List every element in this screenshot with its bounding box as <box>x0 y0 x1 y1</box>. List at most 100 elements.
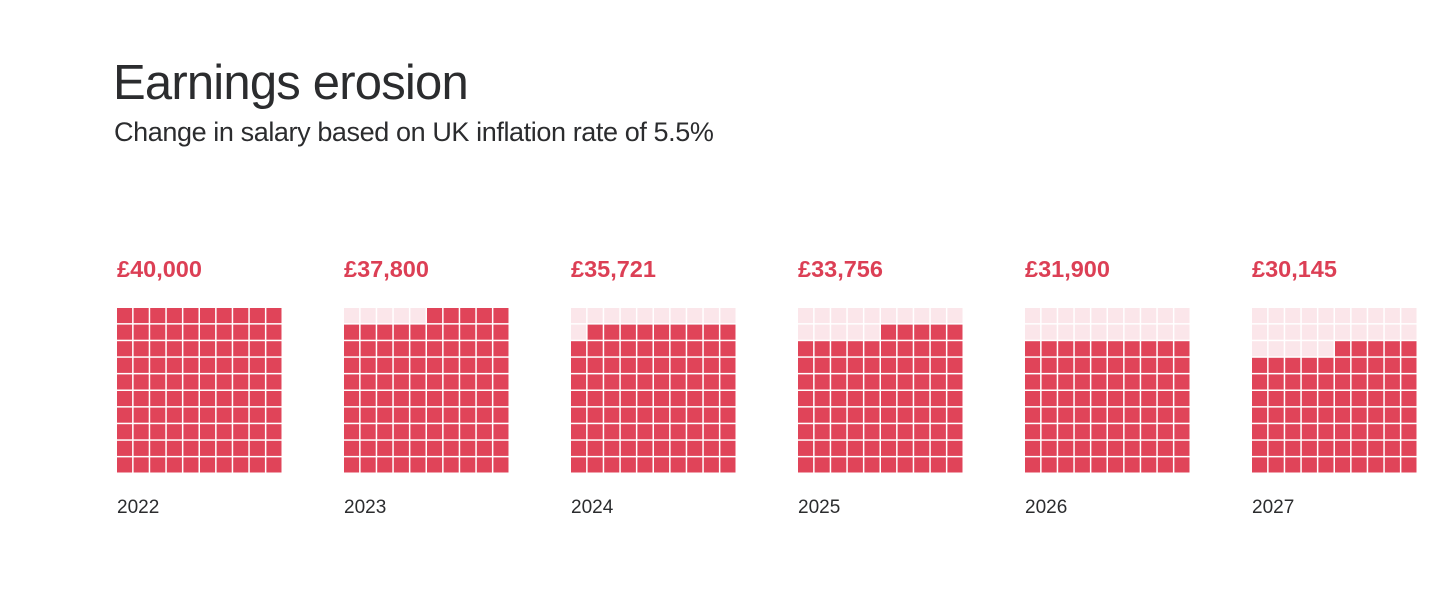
waffle-cell-filled <box>587 324 603 340</box>
waffle-cell-empty <box>687 308 703 324</box>
waffle-cell-filled <box>427 341 443 357</box>
waffle-cell-filled <box>831 391 847 407</box>
waffle-cell-filled <box>1058 457 1074 473</box>
waffle-cell-filled <box>377 324 393 340</box>
waffle-cell-filled <box>1025 341 1041 357</box>
waffle-cell-filled <box>117 357 133 373</box>
waffle-cell-filled <box>670 357 686 373</box>
waffle-cell-filled <box>571 407 587 423</box>
waffle-cell-empty <box>1157 308 1173 324</box>
waffle-cell-filled <box>720 374 736 390</box>
waffle-cell-filled <box>393 440 409 456</box>
waffle-cell-empty <box>1041 308 1057 324</box>
waffle-cell-filled <box>620 424 636 440</box>
waffle-cell-filled <box>1401 374 1417 390</box>
waffle-cell-filled <box>377 374 393 390</box>
waffle-cell-filled <box>604 324 620 340</box>
waffle-cell-filled <box>637 457 653 473</box>
waffle-cell-filled <box>1041 374 1057 390</box>
waffle-cell-filled <box>1368 341 1384 357</box>
waffle-cell-filled <box>150 374 166 390</box>
waffle-cell-filled <box>133 424 149 440</box>
waffle-cell-filled <box>930 407 946 423</box>
waffle-cell-filled <box>670 341 686 357</box>
waffle-cell-filled <box>216 357 232 373</box>
waffle-cell-filled <box>814 341 830 357</box>
waffle-cell-filled <box>1268 424 1284 440</box>
waffle-cell-filled <box>460 440 476 456</box>
waffle-cell-filled <box>620 341 636 357</box>
waffle-grid-2025 <box>798 308 963 473</box>
year-label-2024: 2024 <box>571 496 614 518</box>
waffle-cell-filled <box>427 440 443 456</box>
waffle-cell-filled <box>249 341 265 357</box>
waffle-cell-filled <box>864 440 880 456</box>
waffle-cell-empty <box>1252 341 1268 357</box>
waffle-cell-filled <box>443 374 459 390</box>
waffle-cell-filled <box>881 324 897 340</box>
waffle-cell-filled <box>881 374 897 390</box>
waffle-cell-filled <box>233 357 249 373</box>
waffle-cell-empty <box>571 308 587 324</box>
waffle-cell-filled <box>133 374 149 390</box>
waffle-cell-filled <box>233 324 249 340</box>
waffle-cell-filled <box>897 440 913 456</box>
waffle-cell-filled <box>1174 357 1190 373</box>
waffle-cell-filled <box>1025 357 1041 373</box>
waffle-grid-2024 <box>571 308 736 473</box>
waffle-cell-filled <box>947 391 963 407</box>
waffle-cell-filled <box>587 407 603 423</box>
waffle-cell-filled <box>831 440 847 456</box>
waffle-cell-filled <box>864 424 880 440</box>
waffle-cell-filled <box>460 308 476 324</box>
waffle-cell-filled <box>377 407 393 423</box>
waffle-cell-empty <box>881 308 897 324</box>
waffle-cell-filled <box>249 440 265 456</box>
waffle-cell-filled <box>1401 440 1417 456</box>
waffle-cell-empty <box>1401 324 1417 340</box>
waffle-cell-filled <box>183 440 199 456</box>
waffle-cell-filled <box>1174 457 1190 473</box>
waffle-cell-filled <box>620 440 636 456</box>
waffle-cell-filled <box>117 341 133 357</box>
waffle-cell-filled <box>1268 374 1284 390</box>
waffle-cell-filled <box>249 374 265 390</box>
waffle-cell-empty <box>1285 308 1301 324</box>
waffle-cell-filled <box>1301 374 1317 390</box>
waffle-cell-filled <box>1108 374 1124 390</box>
waffle-cell-filled <box>864 457 880 473</box>
waffle-cell-filled <box>1091 424 1107 440</box>
waffle-cell-filled <box>476 374 492 390</box>
waffle-cell-filled <box>166 308 182 324</box>
waffle-cell-filled <box>720 324 736 340</box>
waffle-cell-filled <box>930 391 946 407</box>
waffle-cell-filled <box>703 324 719 340</box>
waffle-cell-filled <box>133 341 149 357</box>
waffle-grid-2027 <box>1252 308 1417 473</box>
waffle-cell-filled <box>1401 357 1417 373</box>
waffle-cell-filled <box>620 407 636 423</box>
waffle-cell-filled <box>1268 457 1284 473</box>
waffle-cell-filled <box>571 457 587 473</box>
waffle-cell-filled <box>166 457 182 473</box>
waffle-cell-filled <box>266 391 282 407</box>
waffle-cell-filled <box>1041 391 1057 407</box>
waffle-cell-filled <box>1157 391 1173 407</box>
waffle-cell-filled <box>166 391 182 407</box>
waffle-cell-filled <box>571 357 587 373</box>
waffle-cell-empty <box>1268 324 1284 340</box>
waffle-cell-filled <box>393 374 409 390</box>
waffle-cell-filled <box>914 341 930 357</box>
waffle-cell-filled <box>117 374 133 390</box>
waffle-cell-filled <box>183 457 199 473</box>
waffle-cell-filled <box>460 457 476 473</box>
waffle-cell-filled <box>493 407 509 423</box>
waffle-cell-filled <box>249 407 265 423</box>
waffle-cell-empty <box>1108 308 1124 324</box>
waffle-cell-filled <box>1141 407 1157 423</box>
waffle-cell-filled <box>1301 357 1317 373</box>
waffle-cell-empty <box>377 308 393 324</box>
waffle-cell-filled <box>393 424 409 440</box>
waffle-cell-filled <box>864 391 880 407</box>
waffle-cell-filled <box>493 424 509 440</box>
